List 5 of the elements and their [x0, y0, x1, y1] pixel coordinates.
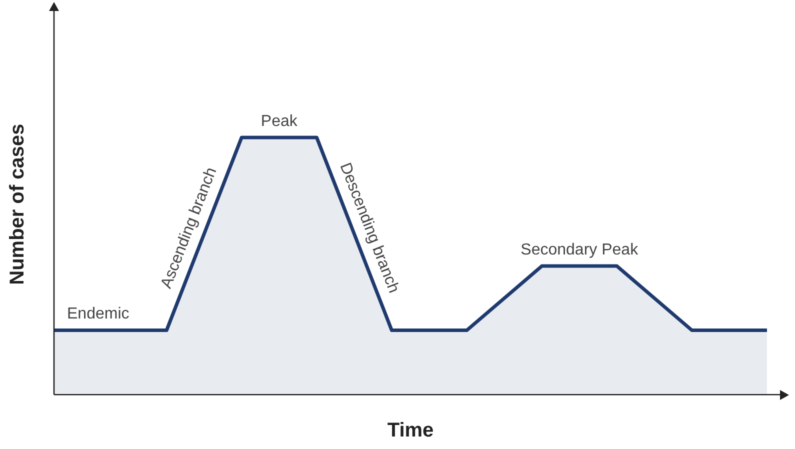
annotation: Secondary Peak: [520, 241, 640, 258]
text: Peak: [260, 112, 298, 130]
y-axis-title: Number of cases: [6, 124, 29, 285]
annotation: Endemic: [67, 306, 130, 323]
x-axis-title: Time: [387, 420, 434, 442]
